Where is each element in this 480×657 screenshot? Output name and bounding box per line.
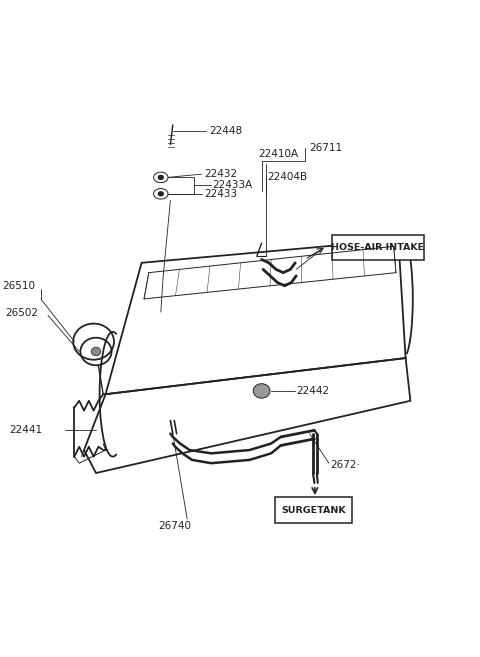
Text: 22410A: 22410A (258, 149, 299, 160)
Text: 26502: 26502 (5, 308, 38, 319)
Ellipse shape (91, 347, 101, 356)
FancyBboxPatch shape (332, 235, 424, 260)
Ellipse shape (253, 384, 270, 398)
Text: 26711: 26711 (310, 143, 343, 153)
Text: 22404B: 22404B (267, 172, 308, 183)
Text: 26510: 26510 (2, 281, 36, 291)
Text: 22448: 22448 (209, 126, 242, 137)
Text: 22442: 22442 (297, 386, 330, 396)
Text: 2672·: 2672· (330, 460, 360, 470)
FancyBboxPatch shape (275, 497, 352, 523)
Text: 22433: 22433 (204, 189, 237, 199)
Text: 26740: 26740 (158, 520, 192, 531)
Text: 22432: 22432 (204, 169, 237, 179)
Text: 22441: 22441 (10, 425, 43, 436)
Ellipse shape (158, 175, 163, 179)
Text: 22433A: 22433A (213, 180, 253, 191)
Text: HOSE-AIR INTAKE: HOSE-AIR INTAKE (331, 243, 424, 252)
Text: SURGETANK: SURGETANK (281, 506, 346, 515)
Ellipse shape (158, 192, 163, 196)
